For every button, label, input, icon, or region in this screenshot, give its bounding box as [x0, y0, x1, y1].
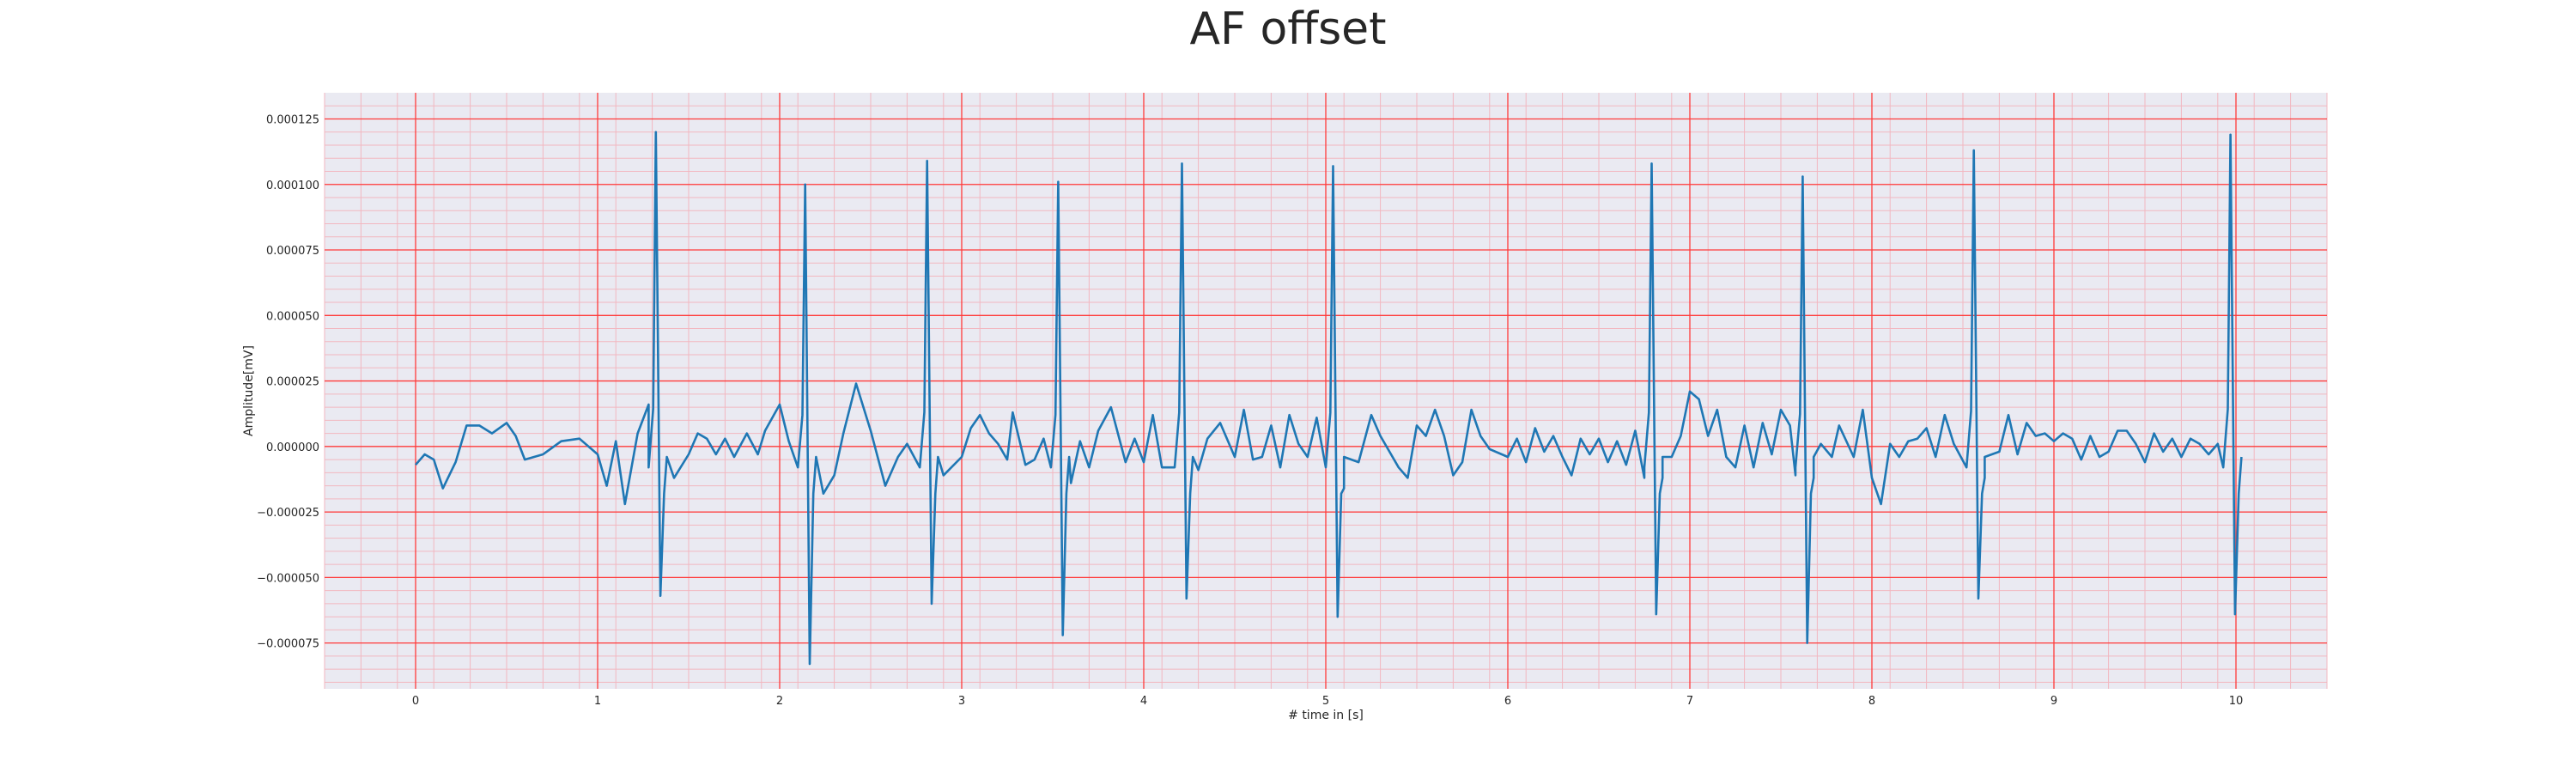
x-tick-labels: 0 1 2 3 4 5 6 7 8 9 10 — [412, 695, 2243, 708]
x-tick-label: 4 — [1140, 695, 1147, 708]
y-tick-label: −0.000025 — [257, 507, 319, 520]
y-tick-labels: −0.000075 −0.000050 −0.000025 0.000000 0.000… — [257, 114, 319, 651]
y-tick-label: 0.000050 — [266, 310, 319, 323]
y-tick-label: 0.000075 — [266, 245, 319, 258]
y-tick-label: 0.000025 — [266, 376, 319, 389]
x-tick-label: 7 — [1686, 695, 1693, 708]
y-tick-label: 0.000000 — [266, 441, 319, 454]
chart-title: AF offset — [1189, 3, 1387, 55]
x-tick-label: 2 — [776, 695, 783, 708]
y-tick-label: 0.000125 — [266, 114, 319, 127]
y-axis-label: Amplitude[mV] — [242, 345, 256, 436]
x-tick-label: 6 — [1504, 695, 1511, 708]
x-tick-label: 5 — [1322, 695, 1329, 708]
x-tick-label: 1 — [594, 695, 601, 708]
x-tick-label: 8 — [1868, 695, 1875, 708]
x-tick-label: 9 — [2050, 695, 2057, 708]
ecg-signal-line — [415, 131, 2243, 666]
y-tick-label: −0.000050 — [257, 572, 319, 585]
y-tick-label: 0.000100 — [266, 180, 319, 192]
x-tick-label: 3 — [958, 695, 965, 708]
x-tick-label: 10 — [2229, 695, 2244, 708]
x-tick-label: 0 — [412, 695, 419, 708]
x-axis-label: # time in [s] — [1288, 709, 1364, 722]
y-tick-label: −0.000075 — [257, 638, 319, 651]
